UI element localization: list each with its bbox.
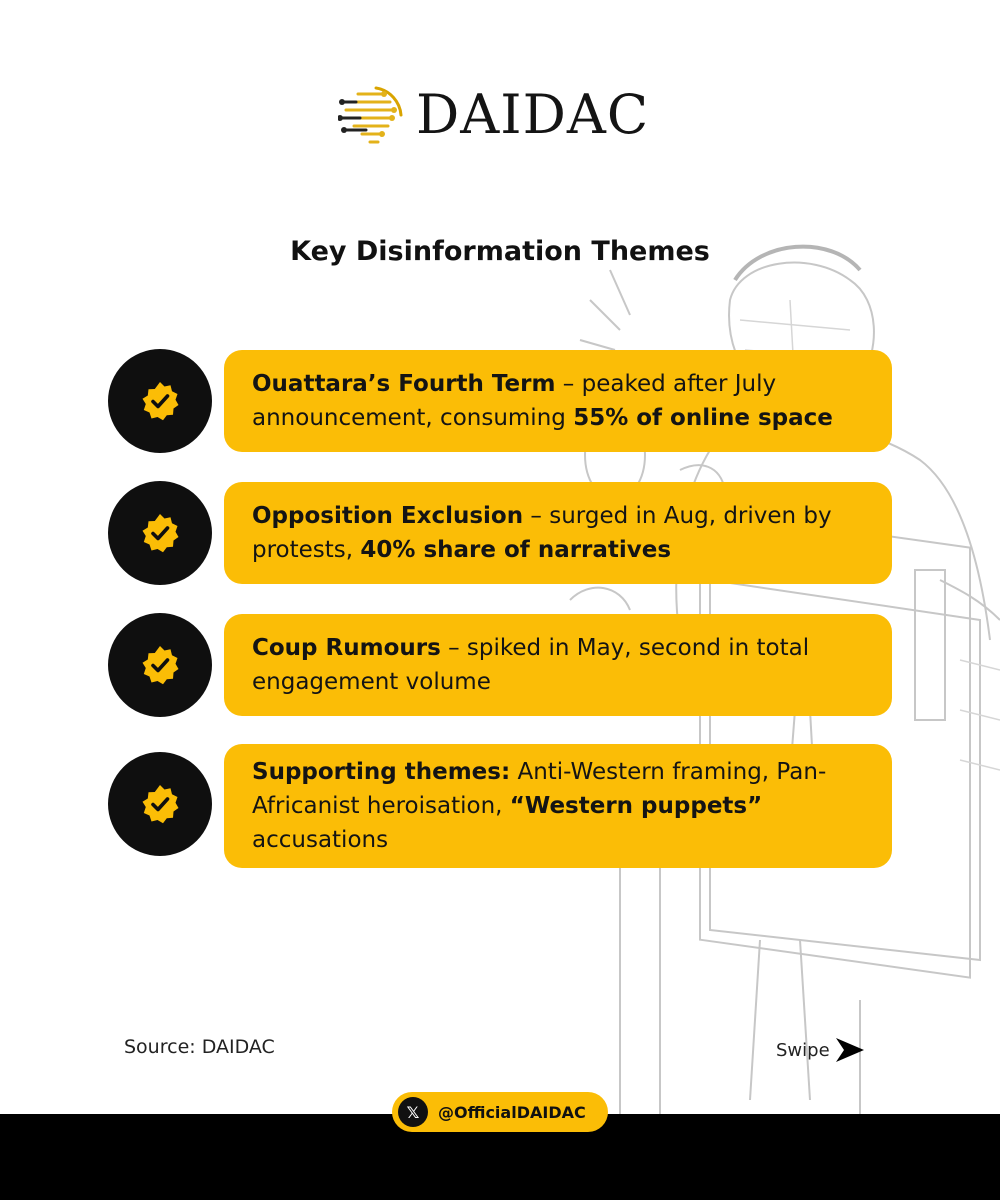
theme-text: Supporting themes: Anti-Western framing,… [252, 755, 870, 857]
badge-circle [108, 349, 212, 453]
theme-description: – spiked in May, second in total engagem… [252, 635, 810, 695]
badge-circle [108, 752, 212, 856]
theme-card: Coup Rumours – spiked in May, second in … [224, 614, 892, 716]
theme-highlight: 40% share of narratives [360, 537, 672, 563]
theme-description: – peaked after July announcement, consum… [252, 371, 777, 431]
theme-item: Ouattara’s Fourth Term – peaked after Ju… [108, 346, 892, 456]
social-handle-text: @OfficialDAIDAC [438, 1102, 586, 1122]
theme-text: Ouattara’s Fourth Term – peaked after Ju… [252, 367, 870, 435]
theme-text: Coup Rumours – spiked in May, second in … [252, 631, 870, 699]
source-note: Source: DAIDAC [124, 1036, 275, 1058]
brand-logo: DAIDAC [338, 80, 649, 150]
theme-card: Opposition Exclusion – surged in Aug, dr… [224, 482, 892, 584]
theme-item: Opposition Exclusion – surged in Aug, dr… [108, 478, 892, 588]
swipe-button[interactable]: Swipe [776, 1036, 866, 1064]
x-logo-icon: 𝕏 [398, 1097, 428, 1127]
badge-circle [108, 481, 212, 585]
swipe-label: Swipe [776, 1039, 830, 1061]
badge-circle [108, 613, 212, 717]
arrow-right-icon [835, 1038, 864, 1062]
theme-item: Supporting themes: Anti-Western framing,… [108, 742, 892, 870]
theme-card: Ouattara’s Fourth Term – peaked after Ju… [224, 350, 892, 452]
theme-description-end: accusations [252, 827, 389, 853]
verified-badge-icon [142, 382, 179, 421]
theme-title: Coup Rumours [252, 635, 441, 661]
social-handle-link[interactable]: 𝕏 @OfficialDAIDAC [392, 1092, 608, 1132]
theme-item: Coup Rumours – spiked in May, second in … [108, 610, 892, 720]
theme-highlight: 55% of online space [573, 405, 833, 431]
theme-title: Opposition Exclusion [252, 503, 524, 529]
theme-card: Supporting themes: Anti-Western framing,… [224, 744, 892, 868]
theme-title: Ouattara’s Fourth Term [252, 371, 556, 397]
theme-text: Opposition Exclusion – surged in Aug, dr… [252, 499, 870, 567]
circuit-globe-icon [338, 86, 403, 144]
theme-highlight: “Western puppets” [509, 793, 763, 819]
theme-title: Supporting themes: [252, 759, 511, 785]
theme-description: Anti-Western framing, Pan-Africanist her… [252, 759, 827, 819]
verified-badge-icon [142, 646, 179, 685]
verified-badge-icon [142, 785, 179, 824]
theme-description: – surged in Aug, driven by protests, [252, 503, 832, 563]
brand-name: DAIDAC [416, 83, 650, 146]
page-title: Key Disinformation Themes [290, 236, 710, 267]
verified-badge-icon [142, 514, 179, 553]
